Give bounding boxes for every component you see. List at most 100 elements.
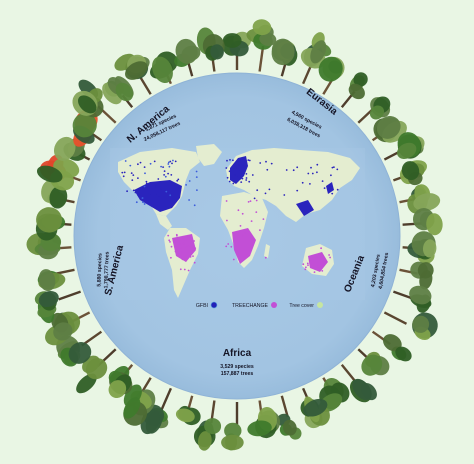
plot-location-dot	[143, 203, 146, 205]
tree-illustration	[175, 395, 201, 426]
plot-location-dot	[301, 181, 304, 184]
tree-illustration	[318, 56, 345, 95]
plot-location-dot	[170, 174, 173, 176]
world-map	[110, 144, 365, 300]
legend-swatch-gfbi	[210, 301, 218, 309]
tree-illustration	[276, 395, 302, 440]
plot-location-dot	[179, 268, 182, 271]
plot-location-dot	[179, 247, 182, 249]
plot-location-dot	[194, 247, 197, 250]
plot-location-dot	[238, 164, 240, 167]
plot-location-dot	[129, 164, 132, 167]
plot-location-dot	[226, 176, 229, 179]
plot-location-dot	[247, 201, 250, 203]
plot-location-dot	[170, 256, 172, 259]
plot-location-dot	[292, 169, 295, 172]
plot-location-dot	[123, 171, 126, 174]
plot-location-dot	[305, 266, 307, 269]
plot-location-dot	[242, 163, 245, 166]
gfbi-japan	[326, 182, 334, 194]
tree-illustration	[300, 32, 332, 85]
tree-illustration	[402, 231, 437, 264]
plot-location-dot	[159, 186, 162, 189]
gfbi-europe	[230, 156, 248, 184]
tree-illustration	[340, 72, 368, 108]
plot-location-dot	[309, 259, 311, 262]
region-africa: Africa 3,529 species 157,887 trees	[220, 348, 254, 377]
plot-location-dot	[310, 166, 312, 169]
tree-ring	[26, 19, 443, 451]
plot-location-dot	[336, 188, 339, 191]
plot-location-dot	[311, 172, 314, 175]
plot-location-dot	[172, 159, 174, 162]
plot-location-dot	[144, 172, 146, 175]
tree-illustration	[392, 160, 428, 186]
plot-location-dot	[143, 185, 146, 188]
tree-illustration	[402, 208, 443, 236]
legend-label-treechange: TREECHANGE	[232, 303, 269, 309]
landmass-madagascar	[264, 244, 270, 258]
plot-location-dot	[306, 262, 309, 265]
plot-location-dot	[121, 171, 124, 174]
plot-location-dot	[248, 180, 251, 183]
treechange-africa	[232, 228, 256, 264]
tree-illustration	[108, 364, 134, 399]
plot-location-dot	[225, 167, 228, 169]
tree-illustration	[221, 402, 244, 451]
plot-location-dot	[160, 187, 162, 190]
plot-location-dot	[259, 229, 261, 232]
plot-location-dot	[329, 256, 331, 259]
tree-illustration	[300, 387, 330, 429]
tree-illustration	[193, 400, 222, 451]
plot-location-dot	[232, 258, 235, 261]
plot-location-dot	[130, 172, 133, 175]
plot-location-dot	[255, 211, 258, 214]
tree-illustration	[399, 184, 441, 214]
tree-illustration	[357, 348, 390, 376]
plot-location-dot	[255, 199, 258, 202]
tree-illustration	[34, 290, 82, 324]
plot-location-dot	[226, 219, 228, 222]
plot-location-dot	[124, 160, 127, 162]
plot-location-dot	[265, 160, 267, 163]
landmass-central-america	[156, 214, 172, 230]
plot-location-dot	[250, 220, 253, 223]
region-species-oceania: 4,203 species	[370, 254, 382, 288]
plot-location-dot	[193, 204, 196, 207]
plot-location-dot	[239, 171, 242, 174]
plot-location-dot	[168, 239, 171, 242]
plot-location-dot	[320, 247, 322, 250]
plot-location-dot	[140, 192, 143, 194]
plot-location-dot	[315, 254, 318, 257]
tree-illustration	[271, 38, 298, 77]
plot-location-dot	[227, 243, 230, 245]
plot-location-dot	[225, 245, 228, 248]
region-trees-south-america: 1,798,777 trees	[103, 251, 110, 288]
plot-location-dot	[268, 188, 271, 191]
plot-location-dot	[317, 265, 319, 268]
plot-location-dot	[307, 264, 309, 266]
plot-location-dot	[315, 257, 318, 259]
plot-location-dot	[175, 233, 178, 236]
plot-location-dot	[168, 165, 171, 168]
plot-location-dot	[183, 268, 186, 271]
plot-location-dot	[185, 246, 188, 249]
plot-location-dot	[244, 232, 246, 235]
plot-location-dot	[143, 166, 146, 169]
plot-location-dot	[245, 177, 248, 179]
plot-location-dot	[188, 199, 191, 201]
plot-location-dot	[122, 175, 125, 178]
plot-location-dot	[195, 176, 198, 179]
plot-location-dot	[174, 250, 177, 253]
plot-location-dot	[174, 160, 177, 163]
plot-location-dot	[131, 179, 134, 182]
plot-location-dot	[247, 159, 250, 162]
tree-illustration	[174, 38, 201, 77]
region-trees-africa: 157,887 trees	[221, 371, 254, 377]
plot-location-dot	[232, 167, 234, 170]
plot-location-dot	[132, 174, 135, 177]
plot-location-dot	[177, 178, 180, 181]
landmass-greenland	[196, 144, 222, 166]
plot-location-dot	[245, 179, 248, 181]
